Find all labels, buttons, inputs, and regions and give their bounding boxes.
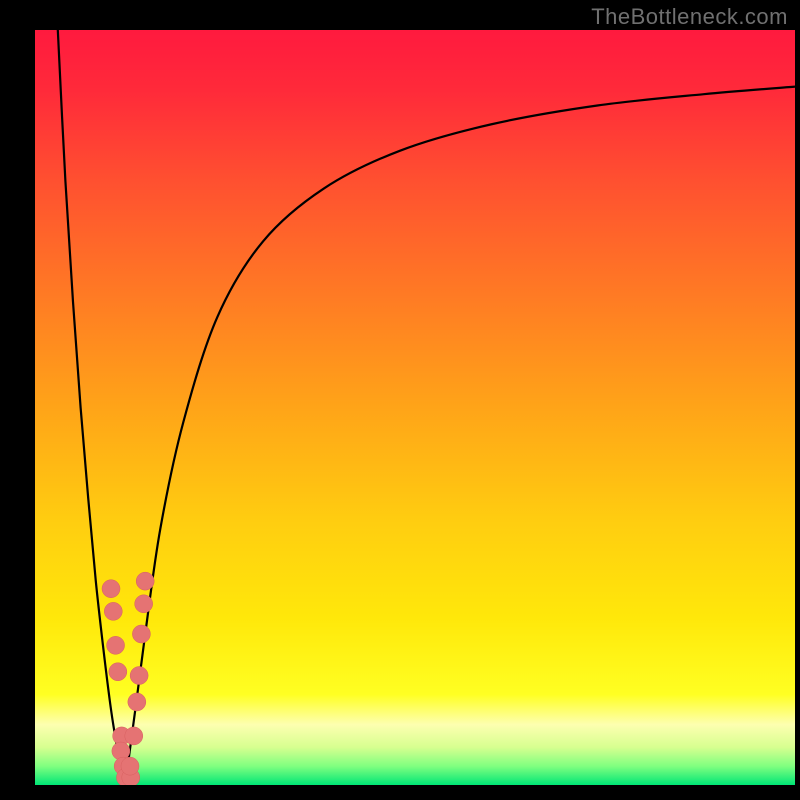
scatter-point: [121, 757, 139, 775]
scatter-point: [107, 636, 125, 654]
scatter-point: [135, 595, 153, 613]
watermark-text: TheBottleneck.com: [591, 4, 788, 30]
scatter-point: [132, 625, 150, 643]
scatter-point: [109, 663, 127, 681]
chart-container: TheBottleneck.com: [0, 0, 800, 800]
scatter-point: [104, 602, 122, 620]
scatter-point: [102, 580, 120, 598]
scatter-point: [136, 572, 154, 590]
bottleneck-chart: [0, 0, 800, 800]
gradient-background: [35, 30, 795, 785]
scatter-point: [128, 693, 146, 711]
scatter-point: [130, 667, 148, 685]
scatter-point: [125, 727, 143, 745]
